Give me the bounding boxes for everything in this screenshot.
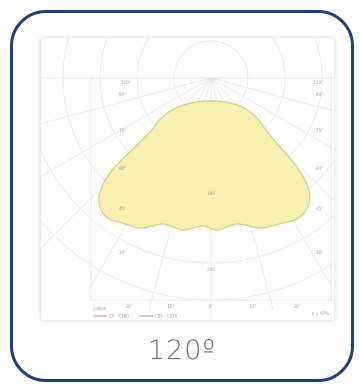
radial-label-1: 200 xyxy=(207,267,215,272)
beam-angle-caption: 120º xyxy=(147,335,217,366)
angle-label-top-right: 120° xyxy=(313,80,323,85)
light-distribution-curve xyxy=(98,100,311,231)
radial-label-0: 100 xyxy=(207,191,215,196)
angle-label-right-1: 75° xyxy=(316,128,323,133)
angle-label-top-left: 120° xyxy=(121,80,131,85)
angle-spoke xyxy=(41,77,212,124)
angle-label-bottom-0: 30° xyxy=(125,304,132,309)
angle-spoke xyxy=(210,77,334,112)
angle-label-left-3: 45° xyxy=(119,206,126,211)
legend-label-c0: C0 - C180 xyxy=(109,314,129,319)
angle-label-right-3: 45° xyxy=(316,206,323,211)
angle-label-bottom-4: 30° xyxy=(293,304,300,309)
polar-diagram: 90° 75° 60° 45° 30° 90° 75° 60° 45° 30° … xyxy=(41,38,334,319)
angle-label-bottom-1: 15° xyxy=(167,304,174,309)
angle-spoke xyxy=(210,77,334,150)
polar-diagram-panel: 90° 75° 60° 45° 30° 90° 75° 60° 45° 30° … xyxy=(41,38,334,320)
units-label: cd/klm xyxy=(93,306,107,311)
angle-label-right-4: 30° xyxy=(316,250,323,255)
angle-label-left-1: 75° xyxy=(119,128,126,133)
angle-label-right-2: 60° xyxy=(316,166,323,171)
product-card[interactable]: 90° 75° 60° 45° 30° 90° 75° 60° 45° 30° … xyxy=(10,10,354,382)
angle-spoke xyxy=(41,77,212,177)
angle-label-left-4: 30° xyxy=(119,250,126,255)
angle-label-left-0: 90° xyxy=(119,92,126,97)
legend-label-c90: C90 - C270 xyxy=(155,314,178,319)
efficiency-label: η = 97% xyxy=(312,311,330,316)
angle-label-bottom-2: 0° xyxy=(209,304,214,309)
angle-label-right-0: 90° xyxy=(316,92,323,97)
angle-label-bottom-3: 15° xyxy=(249,304,256,309)
angle-label-left-2: 60° xyxy=(119,166,126,171)
